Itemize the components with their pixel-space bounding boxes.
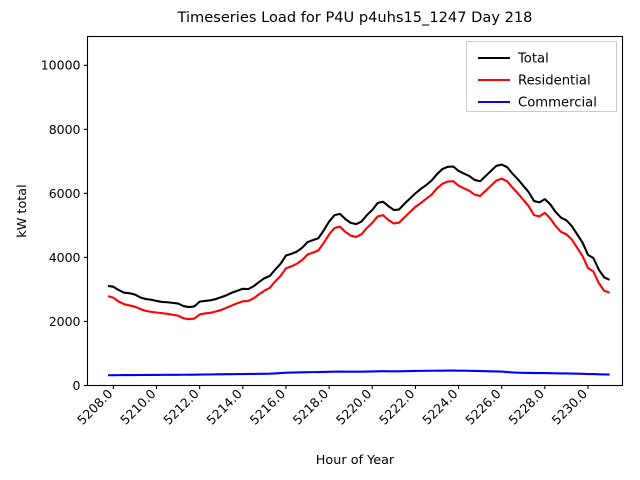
y-tick-label: 8000 bbox=[49, 122, 81, 137]
legend-label-total: Total bbox=[517, 52, 549, 67]
y-axis-label: kW total bbox=[15, 184, 30, 237]
x-tick-label: 5230.0 bbox=[549, 386, 591, 428]
x-tick-label: 5218.0 bbox=[290, 386, 332, 428]
legend-label-commercial: Commercial bbox=[518, 96, 597, 111]
x-axis-label: Hour of Year bbox=[316, 453, 395, 468]
legend-label-residential: Residential bbox=[518, 74, 591, 89]
x-tick-label: 5226.0 bbox=[462, 386, 504, 428]
x-tick-label: 5216.0 bbox=[247, 386, 289, 428]
chart-title: Timeseries Load for P4U p4uhs15_1247 Day… bbox=[177, 9, 533, 26]
chart-legend: Total Residential Commercial bbox=[466, 41, 617, 112]
y-axis: 0 2000 4000 6000 8000 10000 bbox=[41, 58, 88, 393]
legend-frame bbox=[466, 41, 617, 112]
plot-area-frame bbox=[86, 35, 624, 387]
y-tick-label: 0 bbox=[73, 378, 81, 393]
x-tick-label: 5220.0 bbox=[333, 386, 375, 428]
x-tick-label: 5222.0 bbox=[376, 386, 418, 428]
x-tick-label: 5214.0 bbox=[203, 386, 245, 428]
y-tick-label: 4000 bbox=[49, 250, 81, 265]
x-tick-label: 5210.0 bbox=[117, 386, 159, 428]
series-line-residential bbox=[107, 177, 610, 321]
y-tick-label: 2000 bbox=[49, 314, 81, 329]
series-line-total bbox=[107, 163, 611, 309]
x-tick-label: 5228.0 bbox=[505, 386, 547, 428]
x-tick-label: 5224.0 bbox=[419, 386, 461, 428]
y-tick-label: 6000 bbox=[49, 186, 81, 201]
x-axis: 5208.0 5210.0 5212.0 5214.0 5216.0 5218.0 5220… bbox=[74, 385, 591, 428]
series-line-commercial bbox=[107, 369, 610, 377]
y-tick-label: 10000 bbox=[41, 58, 81, 73]
data-series-group bbox=[107, 163, 611, 377]
x-tick-label: 5212.0 bbox=[160, 386, 202, 428]
